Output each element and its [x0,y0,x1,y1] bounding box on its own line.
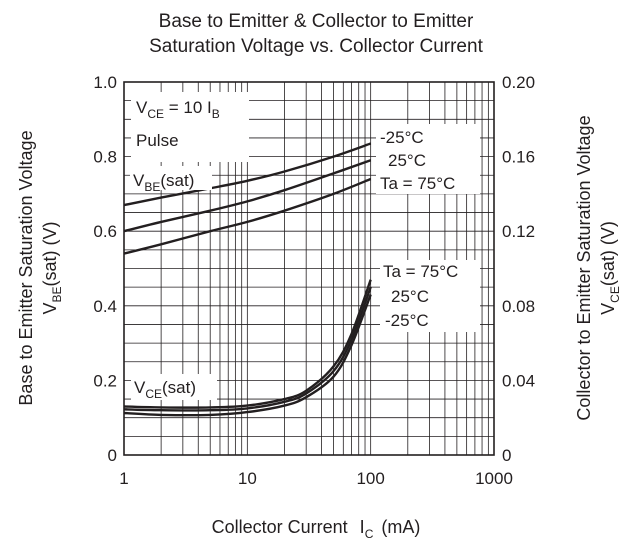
vbe-temp-labels-bg [376,124,480,194]
y-tick-labels-right: 0 0.04 0.08 0.12 0.16 0.20 [502,73,535,465]
y-tick-label-left: 0.8 [93,148,117,167]
plot-frame [123,81,495,456]
x-tick-labels: 1 10 100 1000 [119,469,513,488]
chart-title-line-1: Base to Emitter & Collector to Emitter [159,11,474,32]
vce-label-bg [131,374,217,400]
y-tick-label-left: 0.6 [93,222,117,241]
pulse-label: Pulse [136,131,179,150]
x-tick-label: 10 [238,469,257,488]
vce-curve-minus25c [123,294,372,417]
y-tick-label-right: 0.20 [502,73,535,92]
y-tick-label-right: 0 [502,446,511,465]
curves [123,142,372,417]
y-tick-label-left: 0.2 [93,371,117,390]
chart-title-line-2: Saturation Voltage vs. Collector Current [149,36,483,57]
vbe-temp-label-75: Ta = 75°C [380,174,455,193]
y-axis-label-left-symbol: VBE(sat) (V) [40,221,64,314]
vbe-curve-25c [123,159,372,233]
y-tick-label-right: 0.08 [502,297,535,316]
x-tick-label: 1 [119,469,128,488]
x-axis-label: Collector Current IC (mA) [212,517,421,541]
vce-temp-labels-bg [380,260,480,332]
vce-curve-25c [123,286,372,412]
y-tick-label-left: 1.0 [93,73,117,92]
vbe-curve-minus25c [123,142,372,207]
y-tick-label-left: 0.4 [93,297,117,316]
y-tick-label-right: 0.04 [502,371,535,390]
y-tick-label-left: 0 [108,446,117,465]
vbe-label-bg [130,166,212,190]
vce-temp-label-25: 25°C [391,287,429,306]
y-tick-labels-left: 0 0.2 0.4 0.6 0.8 1.0 [93,73,117,465]
condition-label: VCE = 10 IB [136,98,220,121]
vce-temp-label-minus25: -25°C [385,311,429,330]
y-tick-label-right: 0.16 [502,148,535,167]
x-tick-label: 100 [356,469,384,488]
vbe-sat-label: VBE(sat) [133,171,194,194]
x-tick-label: 1000 [475,469,513,488]
vbe-temp-label-minus25: -25°C [380,128,424,147]
y-axis-label-right-main: Collector to Emitter Saturation Voltage [574,115,594,420]
vce-sat-label: VCE(sat) [134,378,196,401]
vbe-curve-75c [123,177,372,255]
vce-curve-75c [123,279,372,409]
condition-box [131,92,249,162]
y-axis-label-left-main: Base to Emitter Saturation Voltage [16,130,36,405]
vce-temp-label-75: Ta = 75°C [383,262,458,281]
y-axis-label-right-symbol: VCE(sat) (V) [598,221,622,315]
vbe-temp-label-25: 25°C [388,151,426,170]
y-tick-label-right: 0.12 [502,222,535,241]
